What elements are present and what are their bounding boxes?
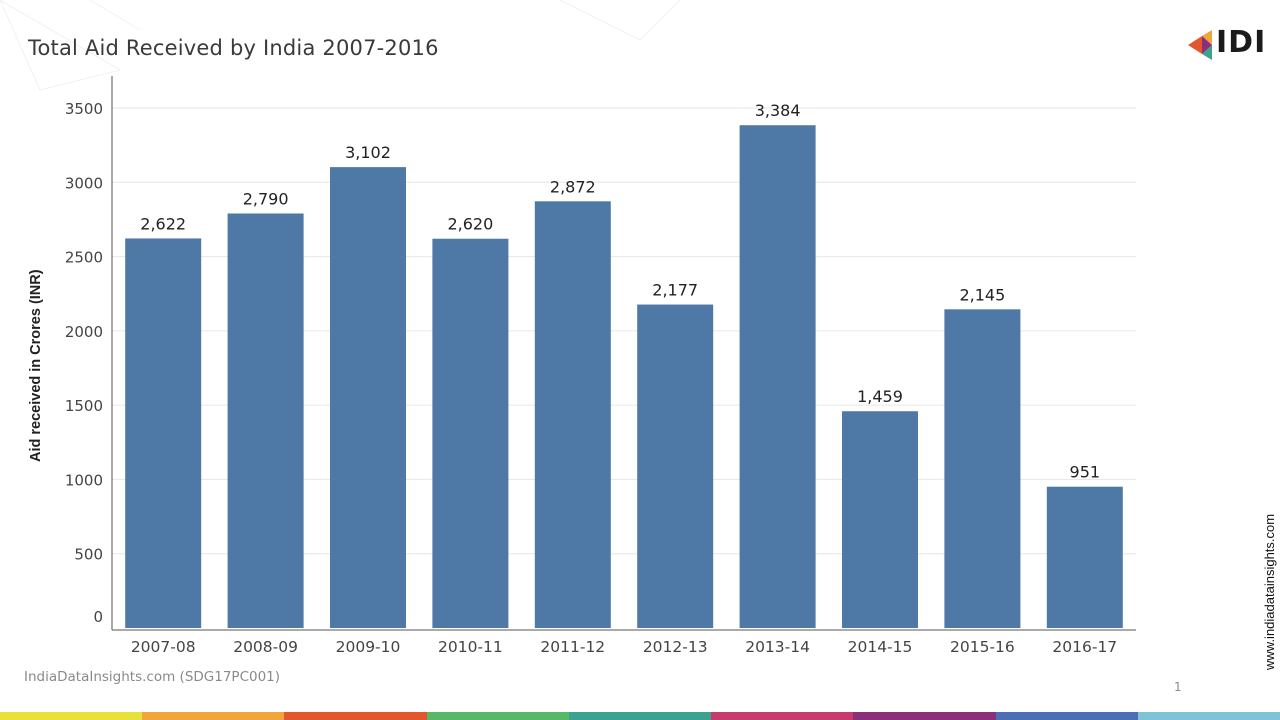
data-label: 2,872 bbox=[550, 177, 596, 196]
y-tick-label: 3000 bbox=[65, 174, 103, 192]
x-tick-label: 2012-13 bbox=[643, 638, 708, 656]
x-tick-label: 2014-15 bbox=[848, 638, 913, 656]
x-tick-label: 2007-08 bbox=[131, 638, 196, 656]
y-tick-label: 1000 bbox=[65, 471, 103, 489]
bar bbox=[432, 238, 509, 628]
bar bbox=[739, 125, 816, 628]
data-label: 2,177 bbox=[652, 281, 698, 300]
data-label: 3,384 bbox=[755, 101, 801, 120]
y-tick-label: 2500 bbox=[65, 249, 103, 267]
y-tick-label: 500 bbox=[74, 546, 103, 564]
bar bbox=[944, 309, 1021, 628]
stripe-segment bbox=[0, 712, 143, 720]
bar bbox=[125, 238, 202, 628]
x-tick-label: 2010-11 bbox=[438, 638, 503, 656]
x-tick-label: 2013-14 bbox=[745, 638, 810, 656]
stripe-segment bbox=[853, 712, 996, 720]
y-tick-label: 2000 bbox=[65, 323, 103, 341]
bar bbox=[534, 201, 611, 628]
chart-title: Total Aid Received by India 2007-2016 bbox=[28, 36, 439, 60]
stripe-segment bbox=[426, 712, 569, 720]
stripe-segment bbox=[284, 712, 427, 720]
stripe-segment bbox=[568, 712, 712, 720]
idi-logo-icon bbox=[1188, 30, 1212, 60]
bar bbox=[330, 167, 406, 629]
stripe-segment bbox=[142, 712, 285, 720]
data-label: 2,622 bbox=[140, 214, 186, 233]
stripe-segment bbox=[1137, 712, 1280, 720]
logo-text: IDI bbox=[1216, 25, 1267, 60]
x-tick-label: 2008-09 bbox=[233, 638, 298, 656]
data-label: 951 bbox=[1070, 463, 1101, 482]
stripe-segment bbox=[995, 712, 1138, 720]
bar bbox=[227, 213, 304, 628]
data-label: 2,620 bbox=[447, 215, 493, 234]
bar bbox=[637, 304, 714, 628]
y-tick-label: 0 bbox=[93, 608, 103, 626]
source-note: IndiaDataInsights.com (SDG17PC001) bbox=[24, 669, 281, 685]
page-number: 1 bbox=[1174, 680, 1182, 694]
x-tick-label: 2009-10 bbox=[336, 638, 401, 656]
data-label: 2,790 bbox=[243, 189, 289, 208]
x-tick-label: 2015-16 bbox=[950, 638, 1015, 656]
data-label: 2,145 bbox=[959, 285, 1005, 304]
data-label: 1,459 bbox=[857, 387, 903, 406]
data-label: 3,102 bbox=[345, 143, 391, 162]
x-tick-label: 2016-17 bbox=[1052, 638, 1117, 656]
y-tick-label: 1500 bbox=[65, 397, 103, 415]
bar bbox=[842, 411, 918, 628]
side-url: www.indiadatainsights.com bbox=[1262, 513, 1277, 670]
bar bbox=[1046, 486, 1123, 628]
stripe-segment bbox=[711, 712, 854, 720]
y-tick-label: 3500 bbox=[65, 100, 103, 118]
x-tick-label: 2011-12 bbox=[540, 638, 605, 656]
color-stripe bbox=[0, 712, 1280, 720]
